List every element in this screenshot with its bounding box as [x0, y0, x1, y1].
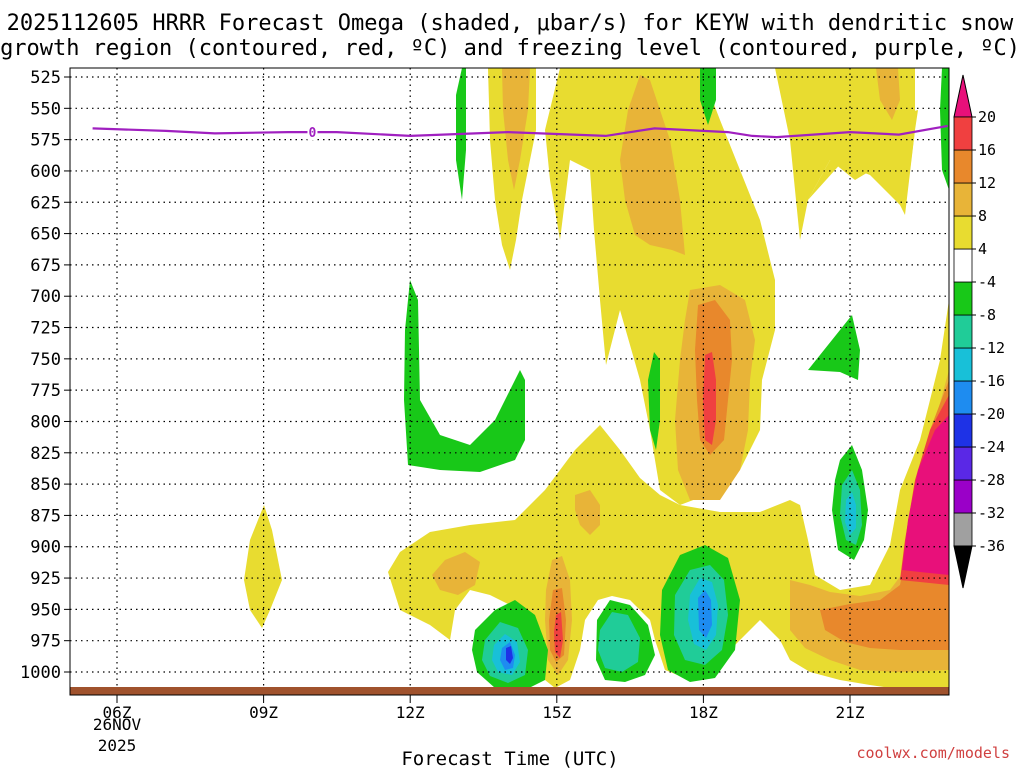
- y-tick-label: 900: [30, 538, 61, 558]
- y-tick-label: 575: [30, 131, 61, 151]
- date-label-year: 2025: [98, 736, 137, 755]
- y-tick-label: 775: [30, 381, 61, 401]
- colorbar-band: [953, 479, 973, 514]
- colorbar-label: 16: [978, 141, 996, 159]
- y-tick-label: 850: [30, 475, 61, 495]
- grid-lines: [70, 68, 949, 695]
- x-tick-label: 21Z: [836, 703, 865, 722]
- colorbar-band: [953, 347, 973, 382]
- omega-shading: [244, 68, 949, 690]
- colorbar-label: -16: [978, 372, 1005, 390]
- y-tick-label: 600: [30, 162, 61, 182]
- y-tick-label: 825: [30, 444, 61, 464]
- y-tick-label: 650: [30, 225, 61, 245]
- freezing-level-line: [92, 124, 948, 139]
- colorbar-label: 12: [978, 174, 996, 192]
- colorbar-label: -8: [978, 306, 996, 324]
- y-axis: 525 550 575 600 625 650 675 700 725 750 775 800 825 8…: [20, 68, 70, 683]
- colorbar-band: [953, 281, 973, 316]
- colorbar-label: 8: [978, 207, 987, 225]
- y-tick-label: 750: [30, 350, 61, 370]
- colorbar-band: [953, 149, 973, 184]
- plot-area: 0: [69, 67, 950, 696]
- plot-frame: [69, 67, 950, 696]
- y-tick-label: 975: [30, 632, 61, 652]
- y-tick-label: 725: [30, 319, 61, 339]
- colorbar-band: [953, 248, 973, 283]
- freezing-level-label: 0: [309, 126, 317, 141]
- colorbar-band: [953, 116, 973, 151]
- y-tick-label: 525: [30, 68, 61, 88]
- x-axis-title: Forecast Time (UTC): [401, 748, 618, 768]
- omega-region-green-narrow: [648, 352, 660, 450]
- colorbar-band: [953, 512, 973, 547]
- omega-region-red-18z-core: [703, 352, 716, 445]
- chart-title-line2: growth region (contoured, red, ºC) and f…: [0, 36, 1020, 61]
- colorbar-over-triangle: [953, 74, 973, 118]
- omega-region-green-upper-right: [808, 315, 860, 380]
- omega-region-orange-top-right: [876, 68, 900, 120]
- colorbar-band: [953, 413, 973, 448]
- colorbar-band: [953, 314, 973, 349]
- y-tick-label: 1000: [20, 663, 61, 683]
- y-tick-label: 925: [30, 569, 61, 589]
- y-tick-label: 875: [30, 506, 61, 526]
- omega-region-orange-upper-mid: [620, 75, 685, 255]
- colorbar-label: 4: [978, 240, 987, 258]
- omega-region-blue-18z: [698, 590, 712, 638]
- colorbar: -36 -32 -28 -24 -20 -16 -12 -8 -4 4 8 12 16 20: [953, 74, 1005, 589]
- colorbar-label: -4: [978, 273, 996, 291]
- omega-region-orange-15z-blob: [575, 490, 600, 535]
- colorbar-label: -24: [978, 438, 1005, 456]
- omega-region-darkorange-right: [820, 380, 949, 650]
- freezing-level-label-background: [307, 124, 318, 141]
- x-axis: 06Z 09Z 12Z 15Z 18Z 21Z: [103, 695, 865, 722]
- colorbar-band: [953, 182, 973, 217]
- freezing-level-contour: 0: [92, 124, 948, 141]
- colorbar-label: -20: [978, 405, 1005, 423]
- chart-title-line1: 2025112605 HRRR Forecast Omega (shaded, …: [7, 11, 1014, 36]
- y-tick-label: 625: [30, 193, 61, 213]
- colorbar-under-triangle: [953, 545, 973, 589]
- y-tick-label: 550: [30, 99, 61, 119]
- colorbar-label: -12: [978, 339, 1005, 357]
- omega-region-magenta-right: [902, 415, 949, 575]
- omega-region-green-top-18z: [700, 68, 716, 125]
- omega-region-teal-16z: [598, 612, 640, 672]
- colorbar-band: [953, 380, 973, 415]
- y-tick-label: 675: [30, 256, 61, 276]
- omega-region-yellow-left-lobe: [244, 505, 282, 628]
- y-tick-label: 950: [30, 600, 61, 620]
- colorbar-label: 20: [978, 108, 996, 126]
- y-tick-label: 800: [30, 412, 61, 432]
- colorbar-label: -36: [978, 537, 1005, 555]
- x-tick-label: 12Z: [396, 703, 425, 722]
- colorbar-label: -28: [978, 471, 1005, 489]
- omega-region-orange-low-left: [432, 552, 480, 595]
- x-tick-label: 09Z: [249, 703, 278, 722]
- x-tick-label: 18Z: [689, 703, 718, 722]
- omega-region-green-l-shape: [404, 280, 525, 472]
- omega-region-orange-top-left: [502, 68, 530, 190]
- omega-region-yellow-top-right: [720, 68, 915, 240]
- colorbar-band: [953, 215, 973, 250]
- omega-region-green-top-right: [940, 68, 949, 190]
- omega-region-darkblue-14z: [506, 646, 513, 664]
- colorbar-band: [953, 446, 973, 481]
- x-tick-label: 15Z: [542, 703, 571, 722]
- credit-text: coolwx.com/models: [856, 744, 1010, 762]
- x-tick-label: 06Z: [103, 703, 132, 722]
- colorbar-label: -32: [978, 504, 1005, 522]
- date-label-day: 26NOV: [93, 715, 142, 734]
- y-tick-label: 700: [30, 287, 61, 307]
- ground-surface-strip: [70, 687, 949, 695]
